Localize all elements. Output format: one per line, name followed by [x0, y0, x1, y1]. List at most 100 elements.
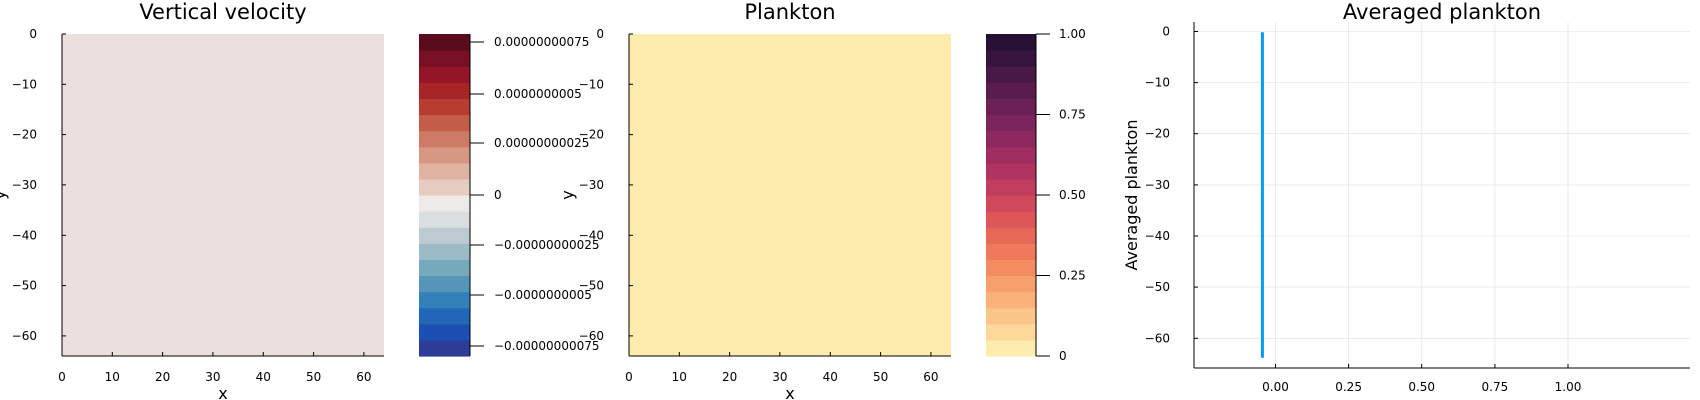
colorbar-swatch: [986, 34, 1036, 51]
x-tick-label: 20: [155, 370, 170, 384]
x-tick-label: 10: [672, 370, 687, 384]
colorbar-swatch: [419, 323, 470, 341]
x-tick-label: 40: [256, 370, 271, 384]
colorbar-swatch: [986, 98, 1036, 116]
colorbar-swatch: [419, 50, 470, 67]
colorbar-tick-label: 0.25: [1059, 269, 1086, 283]
x-tick-label: 20: [722, 370, 737, 384]
colorbar-tick-label: 0.00000000075: [494, 35, 589, 49]
y-tick-label: 0: [29, 27, 37, 41]
y-tick-label: −50: [1145, 280, 1170, 294]
plankton-colorbar: 1.00 0.75 0.50 0.25 0: [986, 27, 1086, 363]
x-tick-label: 0.50: [1408, 380, 1435, 394]
y-tick-label: −10: [1145, 76, 1170, 90]
colorbar-swatch: [986, 259, 1036, 277]
y-tick-label: −20: [579, 128, 604, 142]
averaged-plankton-y-ticks: 0 −10 −20 −30 −40 −50 −60: [1145, 25, 1198, 345]
colorbar-swatch: [986, 211, 1036, 228]
colorbar-swatch: [419, 146, 470, 164]
colorbar-swatch: [986, 195, 1036, 212]
colorbar-swatch: [419, 82, 470, 99]
colorbar-swatch: [986, 339, 1036, 357]
colorbar-tick-label: 0.50: [1059, 188, 1086, 202]
y-tick-label: −10: [579, 77, 604, 91]
colorbar-swatch: [986, 227, 1036, 244]
x-tick-label: 50: [873, 370, 888, 384]
colorbar-swatch: [419, 211, 470, 228]
colorbar-swatch: [419, 98, 470, 116]
vertical-velocity-title: Vertical velocity: [139, 0, 306, 24]
vertical-velocity-panel: Vertical velocity 0 10 20 30 40 50 60: [0, 0, 600, 400]
colorbar-tick-label: 0.00000000025: [494, 136, 589, 150]
colorbar-swatch: [419, 66, 470, 83]
colorbar-swatch: [419, 130, 470, 148]
colorbar-swatch: [986, 275, 1036, 293]
colorbar-swatch: [986, 82, 1036, 99]
x-tick-label: 10: [105, 370, 120, 384]
x-tick-label: 40: [823, 370, 838, 384]
y-tick-label: −50: [579, 279, 604, 293]
colorbar-swatch: [419, 259, 470, 277]
colorbar-swatch: [419, 243, 470, 260]
colorbar-swatch: [986, 291, 1036, 309]
colorbar-tick-label: −0.00000000025: [494, 238, 600, 252]
plankton-field: [629, 34, 951, 356]
y-tick-label: −20: [12, 128, 37, 142]
plankton-y-label: y: [558, 190, 577, 199]
colorbar-swatch: [419, 195, 470, 212]
colorbar-swatch: [419, 291, 470, 309]
colorbar-tick-label: 0.0000000005: [494, 87, 582, 101]
colorbar-swatch: [986, 323, 1036, 341]
x-tick-label: 60: [356, 370, 371, 384]
colorbar-tick-label: 0.75: [1059, 108, 1086, 122]
plankton-panel: Plankton 0 10 20 30 40 50 60: [558, 0, 1086, 400]
averaged-plankton-title: Averaged plankton: [1343, 0, 1541, 24]
x-tick-label: 0.00: [1262, 380, 1289, 394]
x-tick-label: 0: [625, 370, 633, 384]
averaged-plankton-y-label: Averaged plankton: [1122, 120, 1141, 271]
x-tick-label: 0.25: [1335, 380, 1362, 394]
colorbar-swatch: [986, 162, 1036, 180]
vertical-velocity-x-label: x: [218, 384, 227, 400]
x-tick-label: 0.75: [1482, 380, 1509, 394]
colorbar-swatch: [419, 275, 470, 293]
plankton-title: Plankton: [744, 0, 835, 24]
colorbar-swatches: [986, 34, 1036, 357]
colorbar-tick-label: −0.0000000005: [494, 288, 592, 302]
colorbar-swatch: [419, 114, 470, 132]
y-tick-label: −30: [579, 178, 604, 192]
colorbar-swatch: [986, 114, 1036, 132]
vertical-velocity-y-label: y: [0, 190, 9, 199]
colorbar-swatch: [986, 66, 1036, 83]
colorbar-tick-label: 1.00: [1059, 27, 1086, 41]
colorbar-swatch: [419, 307, 470, 325]
x-tick-label: 30: [772, 370, 787, 384]
colorbar-swatch: [419, 227, 470, 244]
vertical-velocity-colorbar: 0.00000000075 0.0000000005 0.00000000025…: [419, 34, 600, 357]
colorbar-swatch: [419, 178, 470, 196]
plankton-y-ticks: 0 −10 −20 −30 −40 −50 −60: [579, 27, 633, 343]
colorbar-swatch: [986, 243, 1036, 260]
vertical-velocity-field: [62, 34, 384, 356]
x-tick-label: 60: [923, 370, 938, 384]
colorbar-tick-label: 0: [494, 188, 502, 202]
colorbar-swatch: [986, 50, 1036, 67]
y-tick-label: 0: [596, 27, 604, 41]
y-tick-label: −30: [12, 178, 37, 192]
y-tick-label: −40: [12, 228, 37, 242]
y-tick-label: −60: [12, 329, 37, 343]
colorbar-tick-label: −0.00000000075: [494, 339, 600, 353]
y-tick-label: −20: [1145, 127, 1170, 141]
y-tick-label: 0: [1162, 25, 1170, 39]
colorbar-swatch: [419, 162, 470, 180]
y-tick-label: −60: [579, 329, 604, 343]
x-tick-label: 1.00: [1555, 380, 1582, 394]
colorbar-swatch: [986, 307, 1036, 325]
colorbar-swatch: [419, 339, 470, 357]
vertical-velocity-y-ticks: 0 −10 −20 −30 −40 −50 −60: [12, 27, 66, 343]
y-tick-label: −40: [1145, 229, 1170, 243]
colorbar-swatch: [419, 34, 470, 51]
averaged-plankton-x-ticks: 0.00 0.25 0.50 0.75 1.00: [1262, 364, 1581, 394]
x-tick-label: 0: [58, 370, 66, 384]
